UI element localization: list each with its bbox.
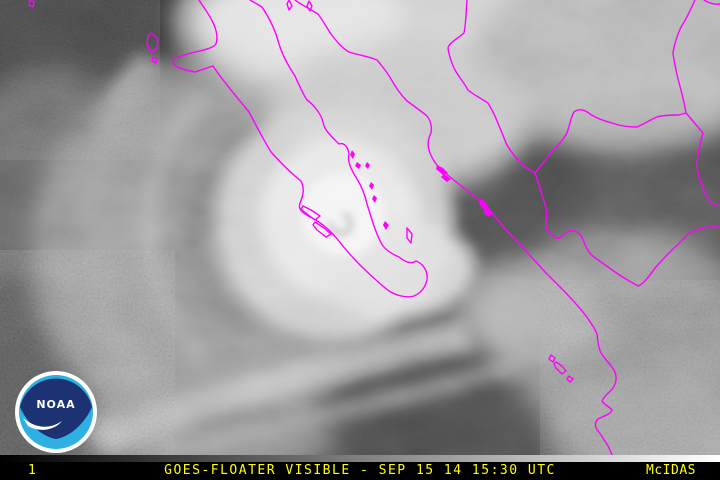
tres-marias-islands — [548, 354, 574, 383]
state-boundary — [672, 0, 696, 114]
satellite-image — [0, 0, 720, 455]
caption-title: GOES-FLOATER VISIBLE - SEP 15 14 15:30 U… — [164, 463, 556, 478]
source-label: McIDAS — [646, 463, 696, 478]
mainland-coastline — [294, 0, 617, 455]
seagull-icon — [23, 418, 62, 430]
cedros-island — [146, 32, 159, 64]
gulf-islands — [350, 150, 492, 230]
cerralvo-island — [406, 227, 413, 244]
baja-california-coastline — [172, 0, 428, 298]
cloud-field — [0, 0, 720, 455]
state-boundary — [447, 0, 720, 287]
map-overlay — [28, 0, 720, 455]
state-boundary — [534, 109, 720, 207]
grayscale-wedge — [0, 455, 720, 462]
caption-bar: 1 GOES-FLOATER VISIBLE - SEP 15 14 15:30… — [0, 462, 720, 480]
logo-text: NOAA — [36, 398, 75, 411]
logo-sky — [20, 378, 92, 439]
frame-number: 1 — [28, 463, 36, 478]
noaa-logo: NOAA — [15, 371, 97, 453]
